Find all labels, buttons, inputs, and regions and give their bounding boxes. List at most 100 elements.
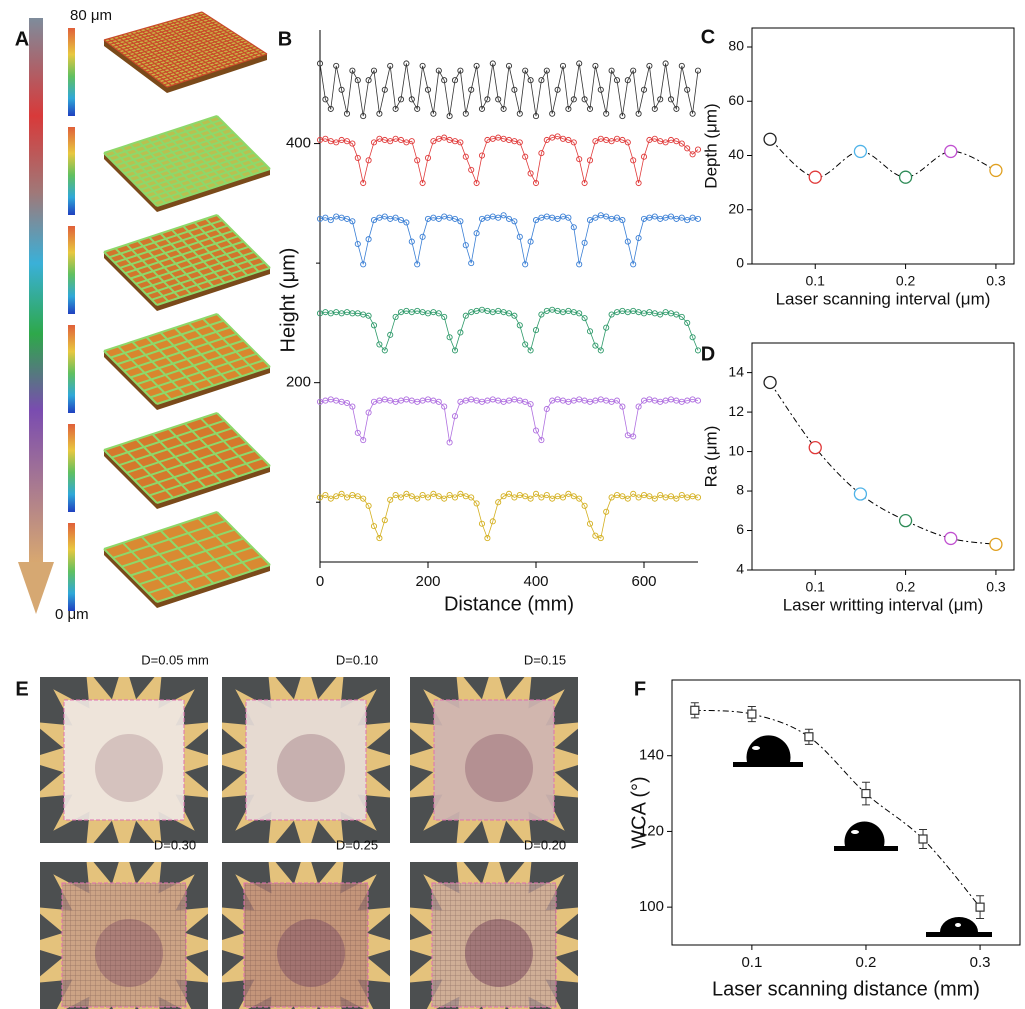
profile-point bbox=[635, 403, 642, 410]
profile-point bbox=[376, 535, 383, 542]
y-axis-label: WCA (°) bbox=[628, 776, 650, 848]
grid-ridge bbox=[135, 438, 190, 494]
profile-point bbox=[635, 179, 642, 187]
profile-point bbox=[586, 157, 594, 164]
profile-point bbox=[435, 398, 442, 405]
grid-ridge bbox=[143, 38, 244, 71]
profile-point bbox=[381, 86, 388, 93]
grid-ridge bbox=[193, 221, 249, 277]
profile-point bbox=[570, 493, 577, 500]
surface-side bbox=[104, 252, 270, 311]
profile-point bbox=[435, 67, 442, 74]
profile-point bbox=[527, 401, 534, 408]
profile-point bbox=[441, 403, 448, 410]
profile-point bbox=[559, 494, 567, 501]
profile-point bbox=[316, 60, 324, 67]
grid-ridge bbox=[146, 40, 247, 73]
profile-point bbox=[694, 494, 702, 501]
profile-point bbox=[349, 67, 356, 74]
grid-ridge bbox=[143, 352, 258, 392]
profile-point bbox=[414, 157, 421, 164]
profile-point bbox=[489, 518, 496, 525]
profile-point bbox=[451, 347, 459, 354]
profile-point bbox=[694, 67, 702, 74]
profile-point bbox=[522, 153, 529, 160]
profile-point bbox=[570, 96, 577, 103]
profile-point bbox=[667, 213, 675, 220]
photo-label: D=0.25 bbox=[336, 837, 378, 852]
profile-point bbox=[343, 494, 351, 501]
profile-point bbox=[635, 110, 642, 117]
profile-point bbox=[408, 238, 415, 245]
profile-point bbox=[586, 520, 594, 527]
grid-ridge bbox=[103, 449, 158, 504]
profile-point bbox=[451, 77, 459, 84]
grid-ridge bbox=[201, 11, 268, 55]
panel-letter: B bbox=[278, 28, 292, 50]
profile-point bbox=[451, 215, 459, 222]
profile-point bbox=[387, 138, 394, 145]
grid-ridge bbox=[135, 32, 235, 65]
laser-mesh bbox=[244, 883, 368, 1007]
profile-point bbox=[473, 179, 480, 187]
profile-point bbox=[495, 96, 502, 103]
x-tick-label: 0.2 bbox=[896, 273, 916, 289]
dashed-outline bbox=[245, 699, 367, 821]
profile-point bbox=[457, 218, 464, 225]
surface-side bbox=[104, 351, 270, 410]
panel-letter: F bbox=[634, 678, 646, 700]
profile-point bbox=[505, 62, 513, 69]
grid-ridge bbox=[136, 346, 251, 386]
profile-point bbox=[657, 311, 664, 318]
profile-point bbox=[667, 96, 675, 103]
profile-point bbox=[624, 495, 631, 502]
profile-point bbox=[365, 77, 372, 84]
profile-point bbox=[570, 224, 577, 231]
y-tick-label: 60 bbox=[728, 92, 744, 108]
profile-point bbox=[694, 347, 702, 354]
profile-point bbox=[354, 77, 361, 84]
profile-point bbox=[365, 157, 372, 164]
profile-point bbox=[678, 492, 685, 499]
grid-ridge bbox=[135, 245, 250, 285]
data-point bbox=[861, 788, 871, 799]
profile-point bbox=[408, 138, 415, 145]
photo-label: D=0.15 bbox=[524, 652, 566, 667]
profile-point bbox=[657, 492, 664, 499]
data-point bbox=[808, 170, 822, 184]
profile-point bbox=[581, 96, 588, 103]
profile-point bbox=[532, 427, 540, 434]
profile-point bbox=[603, 324, 610, 331]
profile-point bbox=[694, 146, 702, 153]
panel-letter: E bbox=[15, 678, 28, 700]
profile-point bbox=[354, 429, 361, 436]
grid-ridge bbox=[192, 14, 259, 58]
surface-grid bbox=[103, 11, 268, 88]
data-point bbox=[975, 902, 985, 912]
fit-curve bbox=[694, 709, 981, 908]
x-tick-label: 0.3 bbox=[986, 579, 1006, 595]
grid-ridge bbox=[216, 214, 271, 269]
photo bbox=[222, 677, 390, 843]
grid-ridge bbox=[140, 251, 255, 291]
x-tick-label: 0.3 bbox=[970, 954, 991, 971]
profile-point bbox=[451, 413, 459, 420]
grid-ridge bbox=[147, 555, 262, 595]
profile-point bbox=[684, 86, 691, 93]
profile-point bbox=[527, 347, 534, 354]
profile-line bbox=[319, 399, 699, 443]
profile-point bbox=[592, 62, 599, 69]
profile-point bbox=[592, 214, 599, 221]
grid-ridge bbox=[130, 240, 244, 280]
profile-point bbox=[646, 493, 653, 500]
profile-point bbox=[673, 311, 680, 318]
profile-point bbox=[446, 113, 453, 120]
profile-point bbox=[613, 397, 621, 404]
grid-ridge bbox=[103, 115, 218, 154]
data-point bbox=[804, 732, 814, 742]
profile-point bbox=[419, 492, 426, 499]
profile-point bbox=[624, 77, 631, 84]
data-point bbox=[853, 487, 868, 501]
photo-label: D=0.05 mm bbox=[141, 652, 209, 667]
profile-point bbox=[624, 139, 631, 146]
